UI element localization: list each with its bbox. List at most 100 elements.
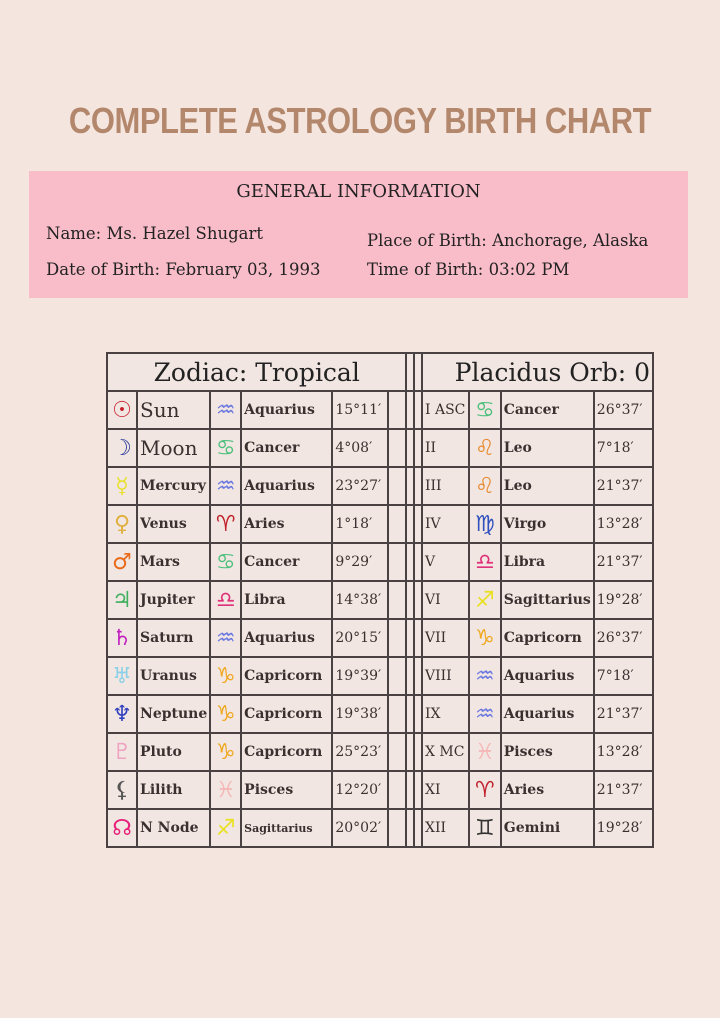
sagittarius-sign-icon: ♐	[209, 808, 243, 848]
table-row: ♇ Pluto ♑ Capricorn 25°23′ X MC ♓ Pisces 13°28′	[105, 732, 655, 772]
planet-name: N Node	[136, 808, 212, 848]
planet-pluto-icon: ♇	[105, 732, 139, 772]
table-row: ♄ Saturn ♒ Aquarius 20°15′ VII ♑ Capricorn 26°37…	[105, 618, 655, 658]
house-number: I ASC	[420, 390, 470, 430]
planet-degree: 20°15′	[331, 618, 389, 658]
planet-name: Venus	[136, 504, 212, 544]
planet-sign: Aquarius	[240, 390, 334, 430]
empty-cell	[386, 656, 408, 696]
planet-degree: 20°02′	[331, 808, 389, 848]
house-degree: 21°37′	[592, 542, 655, 582]
table-row: ♅ Uranus ♑ Capricorn 19°39′ VIII ♒ Aquarius 7°18…	[105, 656, 655, 696]
libra-sign-icon: ♎	[467, 542, 502, 582]
planet-degree: 23°27′	[331, 466, 389, 506]
house-number: VIII	[420, 656, 470, 696]
empty-cell	[386, 504, 408, 544]
house-degree: 26°37′	[592, 618, 655, 658]
divider-cell	[413, 390, 423, 430]
planet-name: Uranus	[136, 656, 212, 696]
house-degree: 7°18′	[592, 428, 655, 468]
pisces-sign-icon: ♓	[467, 732, 502, 772]
planet-sign: Capricorn	[240, 656, 334, 696]
house-sign: Capricorn	[499, 618, 595, 658]
place-of-birth-field: Place of Birth: Anchorage, Alaska	[367, 231, 649, 250]
page-title: COMPLETE ASTROLOGY BIRTH CHART	[68, 100, 652, 141]
divider-cell	[405, 542, 416, 582]
house-sign: Aries	[499, 770, 595, 810]
planet-sign: Aquarius	[240, 618, 334, 658]
house-degree: 21°37′	[592, 466, 655, 506]
empty-cell	[386, 618, 408, 658]
house-sign: Virgo	[499, 504, 595, 544]
planet-sign: Capricorn	[240, 694, 334, 734]
divider-cell	[413, 732, 423, 772]
planet-sign: Aquarius	[240, 466, 334, 506]
divider-cell	[413, 770, 423, 810]
aries-sign-icon: ♈	[209, 504, 243, 544]
cancer-sign-icon: ♋	[467, 390, 502, 430]
planet-sign: Aries	[240, 504, 334, 544]
house-sign: Leo	[499, 428, 595, 468]
cancer-sign-icon: ♋	[209, 428, 243, 468]
house-sign: Pisces	[499, 732, 595, 772]
house-degree: 21°37′	[592, 770, 655, 810]
house-sign: Leo	[499, 466, 595, 506]
divider-cell	[413, 542, 423, 582]
planet-degree: 25°23′	[331, 732, 389, 772]
leo-sign-icon: ♌	[467, 466, 502, 506]
aquarius-sign-icon: ♒	[467, 694, 502, 734]
house-sign: Sagittarius	[499, 580, 595, 620]
capricorn-sign-icon: ♑	[209, 694, 243, 734]
table-row: ♂ Mars ♋ Cancer 9°29′ V ♎ Libra 21°37′	[105, 542, 655, 582]
planet-name: Jupiter	[136, 580, 212, 620]
empty-cell	[386, 580, 408, 620]
house-number: II	[420, 428, 470, 468]
house-number: XI	[420, 770, 470, 810]
planet-mars-icon: ♂	[105, 542, 139, 582]
divider-cell	[405, 504, 416, 544]
planet-degree: 12°20′	[331, 770, 389, 810]
house-degree: 19°28′	[592, 808, 655, 848]
planet-degree: 9°29′	[331, 542, 389, 582]
house-degree: 26°37′	[592, 390, 655, 430]
date-of-birth-field: Date of Birth: February 03, 1993	[46, 260, 321, 279]
planet-name: Moon	[136, 428, 212, 468]
table-row: ♃ Jupiter ♎ Libra 14°38′ VI ♐ Sagittarius 19°28′	[105, 580, 655, 620]
empty-cell	[386, 466, 408, 506]
planet-saturn-icon: ♄	[105, 618, 139, 658]
placidus-header: Placidus Orb: 0	[420, 352, 655, 392]
house-number: VI	[420, 580, 470, 620]
empty-cell	[386, 808, 408, 848]
aquarius-sign-icon: ♒	[209, 618, 243, 658]
planet-name: Mercury	[136, 466, 212, 506]
planet-degree: 15°11′	[331, 390, 389, 430]
table-row: ☉ Sun ♒ Aquarius 15°11′ I ASC ♋ Cancer 26°37′	[105, 390, 655, 430]
house-number: IX	[420, 694, 470, 734]
planet-sun-icon: ☉	[105, 390, 139, 430]
zodiac-header: Zodiac: Tropical	[105, 352, 408, 392]
planet-name: Lilith	[136, 770, 212, 810]
divider-cell	[405, 808, 416, 848]
name-field: Name: Ms. Hazel Shugart	[46, 224, 264, 243]
planet-name: Sun	[136, 390, 212, 430]
divider-cell	[413, 694, 423, 734]
planet-sign: Capricorn	[240, 732, 334, 772]
empty-cell	[386, 694, 408, 734]
birth-chart-table: Zodiac: Tropical Placidus Orb: 0 ☉ Sun ♒ Aq…	[105, 352, 655, 848]
leo-sign-icon: ♌	[467, 428, 502, 468]
divider-cell	[413, 428, 423, 468]
house-sign: Libra	[499, 542, 595, 582]
house-degree: 13°28′	[592, 504, 655, 544]
divider-cell	[405, 618, 416, 658]
planet-name: Neptune	[136, 694, 212, 734]
empty-cell	[386, 428, 408, 468]
house-number: XII	[420, 808, 470, 848]
house-number: VII	[420, 618, 470, 658]
planet-name: Saturn	[136, 618, 212, 658]
aquarius-sign-icon: ♒	[467, 656, 502, 696]
house-sign: Cancer	[499, 390, 595, 430]
planet-lilith-icon: ⚸	[105, 770, 139, 810]
aquarius-sign-icon: ♒	[209, 390, 243, 430]
planet-moon-icon: ☽	[105, 428, 139, 468]
divider-cell	[413, 352, 423, 392]
